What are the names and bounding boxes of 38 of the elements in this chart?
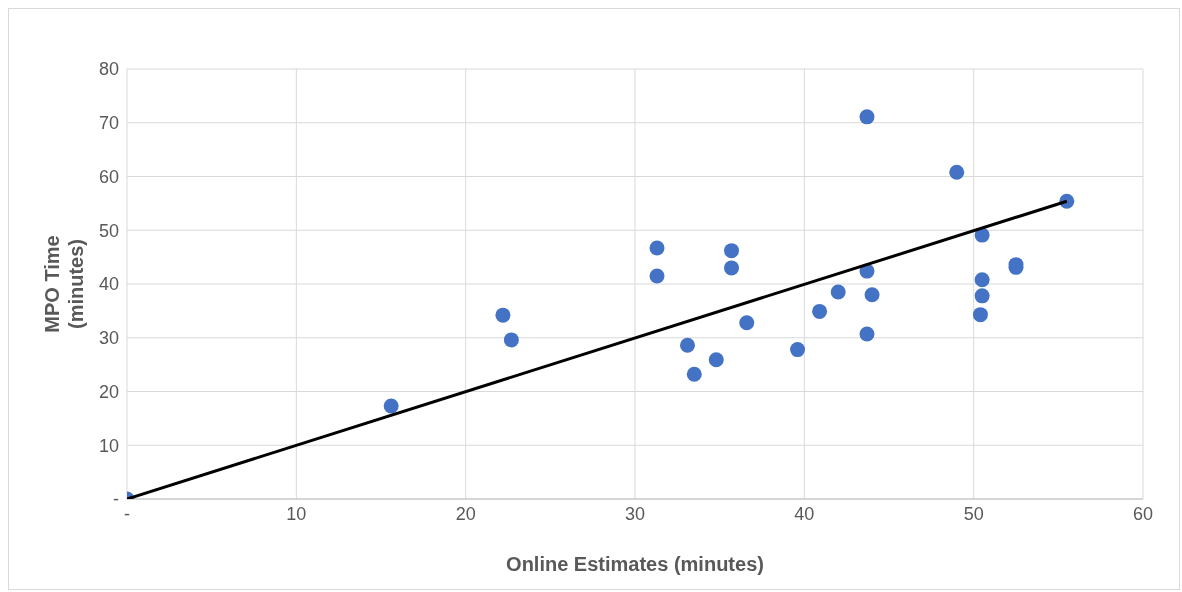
point <box>812 303 828 319</box>
point <box>679 337 695 353</box>
x-tick-label: 40 <box>794 503 815 524</box>
x-tick-label: 30 <box>624 503 646 524</box>
point <box>949 164 965 180</box>
point <box>974 272 990 288</box>
y-tick-label: - <box>113 489 119 510</box>
point <box>686 366 702 382</box>
y-tick-label: 60 <box>98 166 119 187</box>
point <box>724 243 740 259</box>
y-tick-label: 30 <box>98 328 119 349</box>
point <box>859 326 875 342</box>
point <box>649 268 665 284</box>
point <box>859 109 875 125</box>
point <box>649 240 665 256</box>
point <box>864 287 880 303</box>
y-tick-label: 10 <box>98 435 119 456</box>
point <box>972 307 988 323</box>
x-tick-label: 10 <box>286 503 307 524</box>
point <box>383 398 399 414</box>
point <box>724 260 740 276</box>
point <box>503 332 519 348</box>
y-axis-title: MPO Time (minutes) <box>41 235 87 333</box>
point <box>790 342 806 358</box>
point <box>739 315 755 331</box>
x-tick-label: 60 <box>1132 503 1154 524</box>
y-tick-label: 50 <box>98 220 119 241</box>
x-tick-label: 50 <box>963 503 984 524</box>
point <box>708 352 724 368</box>
y-tick-label: 80 <box>98 59 119 80</box>
point <box>495 307 511 323</box>
y-tick-label: 20 <box>98 381 119 402</box>
x-axis-title: Online Estimates (minutes) <box>506 553 764 575</box>
point <box>830 284 846 300</box>
y-tick-label: 40 <box>98 274 119 295</box>
x-tick-label: 20 <box>455 503 476 524</box>
point <box>974 288 990 304</box>
y-tick-label: 70 <box>98 113 119 134</box>
